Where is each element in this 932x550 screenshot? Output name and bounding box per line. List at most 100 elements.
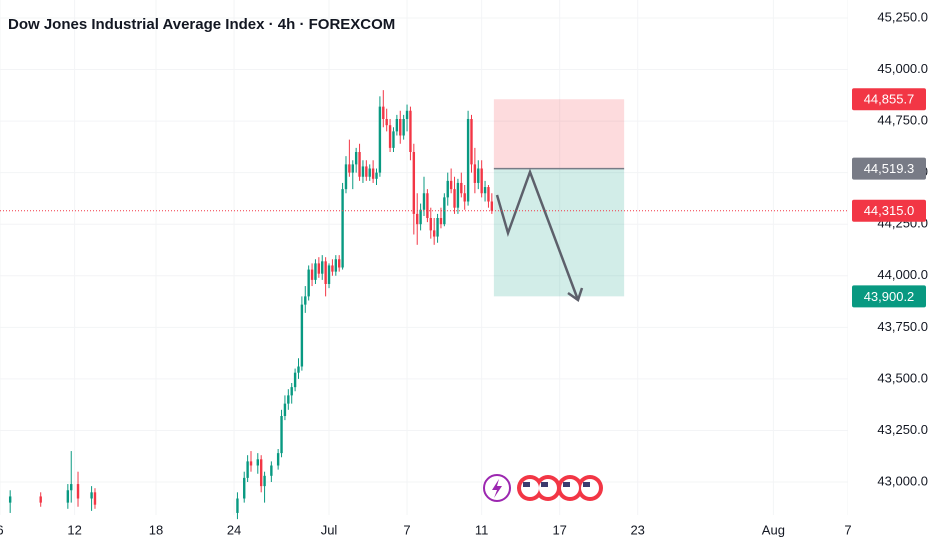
candle-body <box>416 213 419 225</box>
candle-body <box>90 492 93 499</box>
candle-body <box>317 263 321 274</box>
candle-body <box>463 193 466 202</box>
candle-body <box>300 304 304 367</box>
candle-body <box>361 166 365 177</box>
event-icon <box>583 482 590 487</box>
candle-body <box>334 259 338 272</box>
y-tick-label: 44,000.0 <box>877 267 928 282</box>
target-zone <box>493 168 625 297</box>
candle-body <box>402 119 405 136</box>
candle-body <box>314 263 317 280</box>
candle-body <box>470 119 473 165</box>
candle-body <box>436 218 439 237</box>
price-badge-label: 43,900.2 <box>864 289 915 304</box>
candle-body <box>304 296 307 305</box>
flag-icons <box>517 475 603 501</box>
candle-body <box>371 168 375 179</box>
event-icon <box>523 482 530 487</box>
candle-body <box>280 416 283 454</box>
candle-body <box>490 201 494 211</box>
candle-body <box>243 477 246 499</box>
event-icons <box>483 474 603 502</box>
event-icon <box>492 479 502 498</box>
candle-body <box>429 218 432 231</box>
x-tick-label: 18 <box>149 522 163 537</box>
candle-body <box>348 164 351 173</box>
candle-body <box>409 110 412 153</box>
candle-body <box>290 387 293 396</box>
chart-title: Dow Jones Industrial Average Index · 4h … <box>8 16 395 33</box>
candle-body <box>460 182 463 194</box>
y-tick-label: 45,000.0 <box>877 61 928 76</box>
x-tick-label: 11 <box>475 522 489 537</box>
candle-body <box>338 259 341 268</box>
position-tool <box>493 99 625 297</box>
candle-body <box>76 484 80 499</box>
arrow-head <box>567 287 584 302</box>
candle-body <box>439 218 443 225</box>
x-tick-label: 17 <box>552 522 566 537</box>
candle-body <box>270 465 273 476</box>
price-badge-label: 44,855.7 <box>864 92 915 107</box>
candle-body <box>249 461 253 466</box>
candle-body <box>246 461 249 478</box>
y-tick-label: 44,750.0 <box>877 113 928 128</box>
candle-body <box>327 265 331 285</box>
candle-body <box>375 172 378 179</box>
candle-body <box>378 106 382 173</box>
candle-body <box>358 152 361 177</box>
candles <box>8 90 494 520</box>
axes: 43,000.0 43,250.0 43,500.0 43,750.0 44,000.0… <box>0 9 928 537</box>
candle-body <box>283 403 287 417</box>
candle-body <box>70 484 73 491</box>
candle-body <box>405 110 409 120</box>
y-tick-label: 43,750.0 <box>877 319 928 334</box>
candle-body <box>256 459 259 466</box>
x-tick-label: Jul <box>321 522 338 537</box>
x-tick-label: 6 <box>0 522 4 537</box>
event-icon <box>581 479 599 497</box>
candle-body <box>483 187 487 194</box>
price-badge <box>852 199 926 222</box>
candle-body <box>480 168 483 194</box>
candle-body <box>293 372 297 388</box>
event-icon <box>539 479 557 497</box>
price-badge-label: 44,519.3 <box>864 161 915 176</box>
candle-body <box>456 182 460 208</box>
candle-body <box>354 152 358 165</box>
candle-body <box>321 261 324 274</box>
candle-body <box>324 261 327 285</box>
candle-body <box>8 496 12 503</box>
event-icon <box>541 482 548 487</box>
candle-body <box>466 119 470 202</box>
stop-zone <box>493 99 625 169</box>
y-tick-label: 43,000.0 <box>877 473 928 488</box>
candle-body <box>287 395 290 404</box>
candle-body <box>419 209 422 225</box>
candle-body <box>263 475 266 487</box>
candle-body <box>331 265 334 272</box>
grid <box>0 0 849 515</box>
candle-body <box>487 187 490 202</box>
candle-body <box>93 492 97 505</box>
candle-body <box>344 164 348 190</box>
candle-body <box>446 180 449 198</box>
price-badge <box>852 88 926 111</box>
x-tick-label: 12 <box>67 522 81 537</box>
x-tick-label: 7 <box>844 522 851 537</box>
candle-body <box>477 168 480 183</box>
x-tick-label: 24 <box>227 522 241 537</box>
candle-body <box>365 166 368 177</box>
y-tick-label: 45,250.0 <box>877 9 928 24</box>
candle-body <box>66 490 70 503</box>
projection-arrow <box>495 168 580 301</box>
candle-body <box>368 168 371 177</box>
candle-body <box>351 164 354 173</box>
candle-body <box>395 119 399 132</box>
candle-body <box>236 498 239 513</box>
candle-body <box>473 164 477 183</box>
candle-body <box>385 119 388 126</box>
candle-body <box>382 106 385 120</box>
candle-body <box>412 152 416 214</box>
